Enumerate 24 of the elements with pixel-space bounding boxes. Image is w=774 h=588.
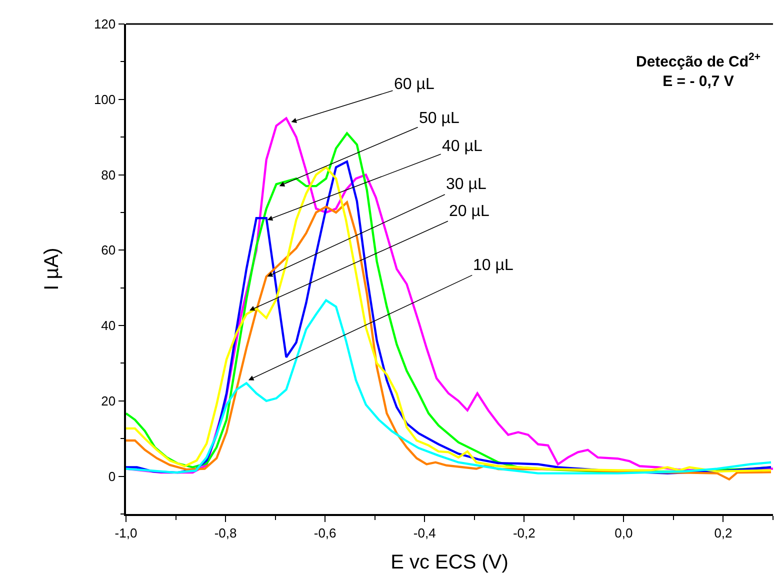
x-tick-label: 0,2	[714, 525, 732, 540]
y-tick-label: 120	[94, 16, 116, 32]
y-tick-label: 80	[101, 167, 116, 182]
x-axis-title: E vc ECS (V)	[390, 551, 508, 574]
x-tick-label: 0,0	[614, 525, 633, 540]
line-series	[126, 299, 772, 474]
y-tick-label: 100	[94, 92, 116, 107]
y-tick-label: 20	[101, 393, 116, 408]
annotation: 60 µL	[394, 76, 434, 93]
y-tick-label: 40	[101, 318, 116, 334]
annotation: 40 µL	[442, 138, 482, 155]
x-tick-label: -0,6	[314, 525, 336, 540]
annotation: 30 µL	[446, 176, 486, 193]
y-tick-label: 60	[101, 242, 116, 258]
x-tick-label: -0,8	[214, 525, 237, 540]
y-tick-label: 0	[108, 468, 116, 484]
y-axis-title: I µA)	[40, 248, 63, 290]
annotation: 50 µL	[419, 110, 460, 127]
annotation: 20 µL	[449, 203, 490, 220]
text: Detecção de Cd$^{2+}$ E = - 0,7 V	[636, 51, 761, 90]
annotation: 10 µL	[473, 257, 514, 274]
x-tick-label: -1,0	[114, 525, 138, 540]
x-tick-label: -0,2	[512, 525, 536, 540]
x-tick-label: -0,4	[413, 525, 436, 540]
